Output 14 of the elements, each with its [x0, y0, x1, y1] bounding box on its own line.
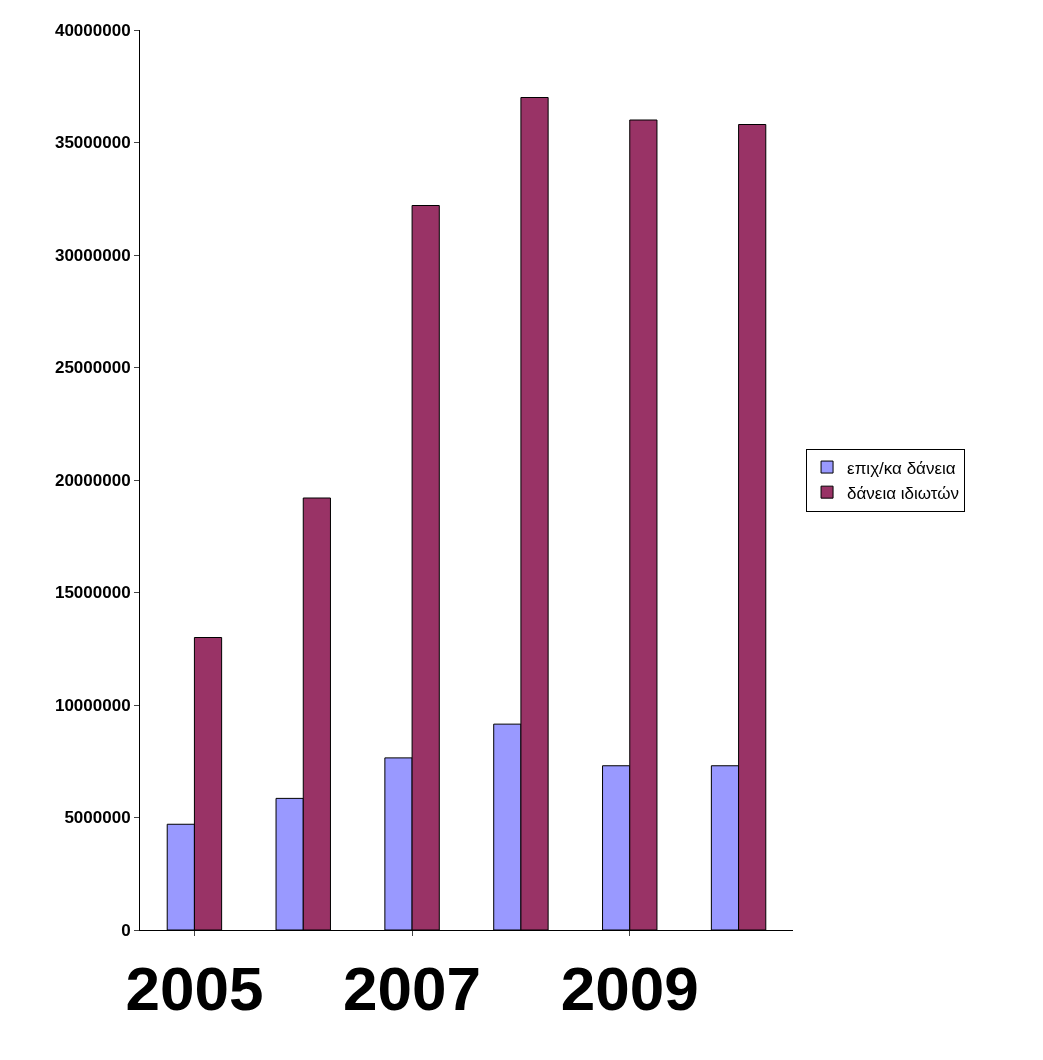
y-tick-label: 35000000: [54, 133, 131, 153]
legend-label: δάνεια ιδιωτών: [847, 483, 960, 503]
y-tick-label: 0: [121, 920, 131, 940]
y-tick-label: 15000000: [54, 583, 131, 603]
y-tick-label: 40000000: [54, 20, 131, 40]
legend-label: επιχ/κα δάνεια: [847, 458, 956, 478]
x-tick-label: 2009: [560, 954, 699, 1024]
y-tick-label: 10000000: [54, 695, 131, 715]
x-tick-label: 2005: [125, 954, 264, 1024]
y-tick-label: 20000000: [54, 470, 131, 490]
y-tick-label: 30000000: [54, 245, 131, 265]
y-tick-label: 5000000: [64, 808, 131, 828]
x-tick-label: 2007: [343, 954, 482, 1024]
y-tick-label: 25000000: [54, 358, 131, 378]
